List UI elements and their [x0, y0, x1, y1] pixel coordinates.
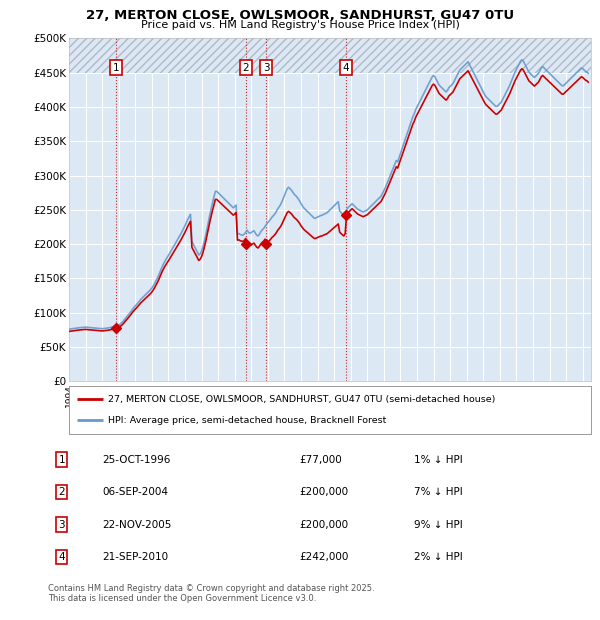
Text: 1: 1: [112, 63, 119, 73]
Text: 1% ↓ HPI: 1% ↓ HPI: [414, 454, 463, 464]
Text: £242,000: £242,000: [299, 552, 349, 562]
Text: 27, MERTON CLOSE, OWLSMOOR, SANDHURST, GU47 0TU (semi-detached house): 27, MERTON CLOSE, OWLSMOOR, SANDHURST, G…: [108, 395, 496, 404]
Text: 3: 3: [58, 520, 65, 529]
Text: 9% ↓ HPI: 9% ↓ HPI: [414, 520, 463, 529]
Text: 2: 2: [242, 63, 249, 73]
Text: 06-SEP-2004: 06-SEP-2004: [103, 487, 169, 497]
Text: £77,000: £77,000: [299, 454, 342, 464]
Text: 3: 3: [263, 63, 269, 73]
Text: 7% ↓ HPI: 7% ↓ HPI: [414, 487, 463, 497]
Text: £200,000: £200,000: [299, 520, 348, 529]
Text: 4: 4: [343, 63, 350, 73]
Text: 21-SEP-2010: 21-SEP-2010: [103, 552, 169, 562]
Text: 1: 1: [58, 454, 65, 464]
Text: HPI: Average price, semi-detached house, Bracknell Forest: HPI: Average price, semi-detached house,…: [108, 416, 386, 425]
Text: 22-NOV-2005: 22-NOV-2005: [103, 520, 172, 529]
Text: Contains HM Land Registry data © Crown copyright and database right 2025.
This d: Contains HM Land Registry data © Crown c…: [48, 584, 374, 603]
Text: Price paid vs. HM Land Registry's House Price Index (HPI): Price paid vs. HM Land Registry's House …: [140, 20, 460, 30]
Text: 27, MERTON CLOSE, OWLSMOOR, SANDHURST, GU47 0TU: 27, MERTON CLOSE, OWLSMOOR, SANDHURST, G…: [86, 9, 514, 22]
Text: 2: 2: [58, 487, 65, 497]
Text: 2% ↓ HPI: 2% ↓ HPI: [414, 552, 463, 562]
Text: £200,000: £200,000: [299, 487, 348, 497]
Text: 25-OCT-1996: 25-OCT-1996: [103, 454, 171, 464]
Text: 4: 4: [58, 552, 65, 562]
